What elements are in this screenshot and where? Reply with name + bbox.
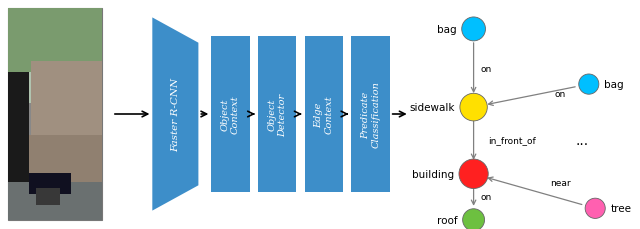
FancyBboxPatch shape: [211, 37, 250, 192]
Text: building: building: [412, 169, 454, 179]
Text: bag: bag: [437, 25, 456, 35]
FancyBboxPatch shape: [29, 174, 71, 195]
Ellipse shape: [585, 198, 605, 218]
FancyBboxPatch shape: [8, 9, 102, 220]
Polygon shape: [152, 18, 198, 211]
Text: Predicate
Classification: Predicate Classification: [361, 81, 380, 148]
Text: Faster R-CNN: Faster R-CNN: [171, 78, 180, 151]
Text: Edge
Context: Edge Context: [314, 95, 333, 134]
FancyBboxPatch shape: [36, 188, 60, 205]
Text: on: on: [481, 192, 492, 202]
FancyBboxPatch shape: [8, 182, 102, 220]
Text: in_front_of: in_front_of: [488, 135, 536, 144]
Text: Object
Context: Object Context: [221, 95, 240, 134]
Ellipse shape: [579, 75, 599, 95]
Text: Object
Detector: Object Detector: [268, 93, 287, 136]
Text: on: on: [481, 64, 492, 73]
FancyBboxPatch shape: [8, 9, 102, 93]
FancyBboxPatch shape: [31, 62, 102, 136]
Ellipse shape: [459, 159, 488, 189]
FancyBboxPatch shape: [258, 37, 296, 192]
FancyBboxPatch shape: [29, 136, 102, 188]
FancyBboxPatch shape: [8, 72, 31, 104]
Text: on: on: [554, 89, 566, 98]
FancyBboxPatch shape: [8, 72, 29, 188]
Ellipse shape: [460, 94, 487, 121]
Text: tree: tree: [611, 203, 632, 213]
Ellipse shape: [461, 18, 486, 42]
Ellipse shape: [463, 209, 484, 229]
Text: roof: roof: [437, 215, 458, 225]
Text: sidewalk: sidewalk: [409, 103, 455, 113]
Text: ...: ...: [576, 134, 589, 148]
FancyBboxPatch shape: [351, 37, 390, 192]
FancyBboxPatch shape: [305, 37, 343, 192]
Text: bag: bag: [604, 80, 623, 90]
Text: near: near: [550, 179, 570, 188]
